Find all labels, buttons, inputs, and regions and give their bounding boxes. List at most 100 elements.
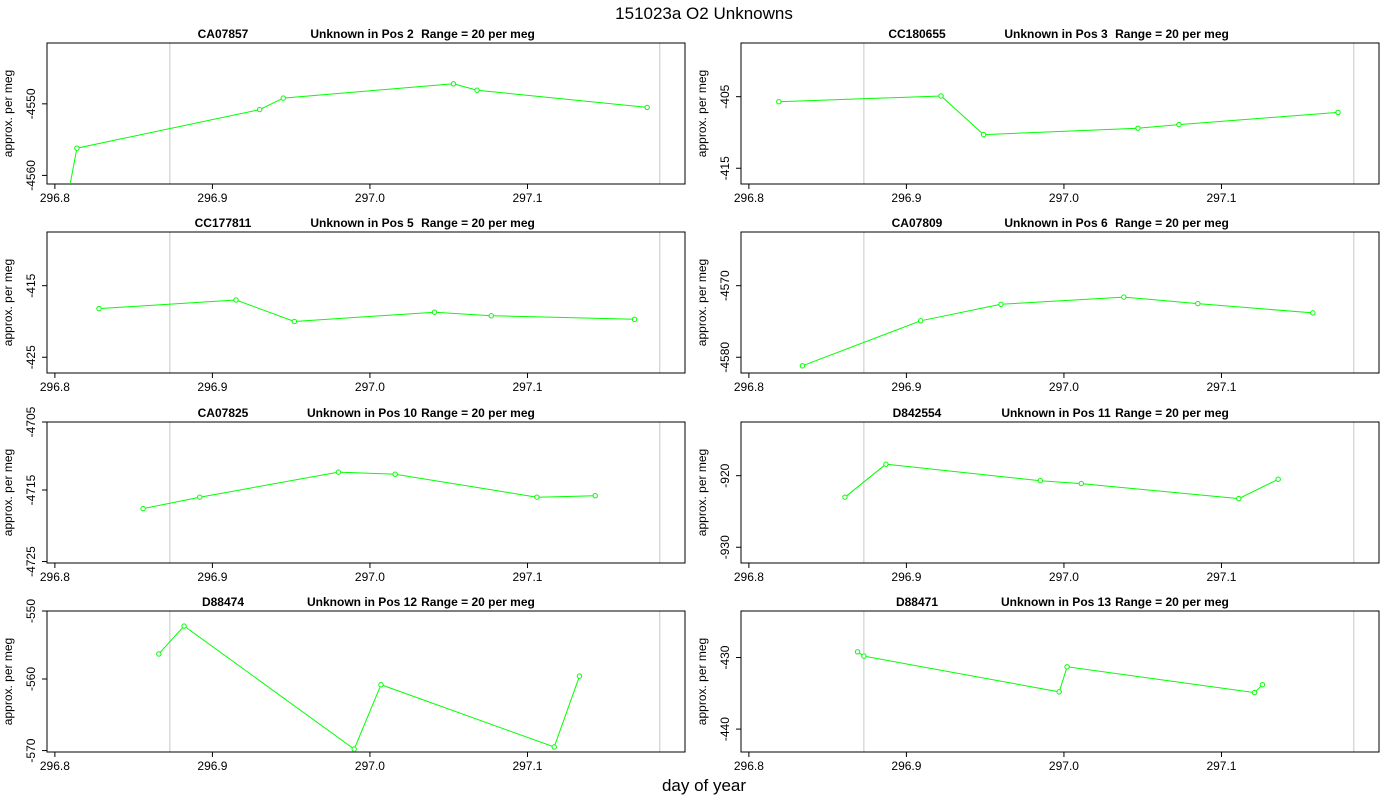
panel-3-point-6 (631, 316, 638, 323)
panel-2-point-5 (1176, 121, 1182, 128)
panel-6-xtick-label-4: 297.1 (1206, 570, 1236, 584)
panel-8-point-6 (1259, 682, 1266, 688)
panel-7-ytick-label-3: -570 (24, 738, 38, 762)
panel-1-point-2 (74, 145, 80, 151)
panel-8: D88471 Unknown in Pos 13 Range = 20 per me… (695, 595, 1380, 773)
panel-7-point-2 (181, 623, 187, 629)
panel-5-xtick-label-2: 296.9 (197, 570, 227, 584)
panel-5: CA07825 Unknown in Pos 10 Range = 20 per m… (1, 406, 686, 584)
panel-6-title-part-1: D842554 (893, 406, 942, 420)
panel-1-xtick-label-1: 296.8 (40, 191, 70, 205)
panel-4-series (799, 294, 1316, 369)
panel-6-point-5 (1236, 495, 1242, 502)
panel-2-series-line (778, 95, 1339, 136)
panel-5-point-2 (197, 494, 203, 500)
panel-1-title-part-3: Range = 20 per meg (421, 27, 535, 41)
panel-7-ytick-label-1: -550 (24, 599, 38, 623)
panel-6-xtick-label-2: 296.9 (891, 570, 921, 584)
panel-4-title-part-3: Range = 20 per meg (1115, 216, 1229, 230)
panel-8-point-5 (1251, 689, 1258, 696)
panel-6-xtick-label-3: 297.0 (1049, 570, 1079, 584)
panel-8-point-1 (854, 649, 861, 655)
panel-7-ytick-label-2: -560 (24, 667, 38, 691)
panel-5-ytick-label-3: -4725 (24, 546, 38, 577)
panel-2-xtick-label-3: 297.0 (1049, 191, 1079, 205)
panel-4-ytick-label-2: -4580 (718, 342, 732, 373)
panels-grid: CA07857 Unknown in Pos 2 Range = 20 per me… (1, 27, 1380, 773)
panel-8-series-line (857, 651, 1263, 694)
panel-2-frame (740, 42, 1380, 185)
panel-1-frame (46, 42, 686, 185)
figure-title: 151023a O2 Unknowns (615, 4, 793, 23)
x-axis-label: day of year (662, 776, 746, 795)
panel-5-xtick-label-3: 297.0 (355, 570, 385, 584)
panel-4-frame (740, 231, 1380, 374)
panel-3-point-4 (431, 309, 438, 315)
panel-3-frame (46, 231, 686, 374)
panel-3-ylabel: approx. per meg (1, 259, 15, 346)
panel-2-xtick-label-2: 296.9 (891, 191, 921, 205)
panel-2-title-part-3: Range = 20 per meg (1115, 27, 1229, 41)
panel-4-point-2 (917, 318, 924, 324)
panel-7-frame (46, 610, 686, 753)
panel-8-point-4 (1064, 664, 1070, 670)
panel-5-point-4 (392, 471, 398, 477)
panel-7-point-5 (551, 744, 557, 750)
panel-1-point-5 (450, 81, 457, 87)
panel-1-ytick-label-1: -4550 (24, 88, 38, 119)
panel-2-xtick-label-1: 296.8 (734, 191, 764, 205)
panel-2-series (776, 93, 1341, 138)
panel-1-xtick-label-3: 297.0 (355, 191, 385, 205)
panel-6-point-1 (842, 494, 848, 500)
panel-4-point-5 (1195, 300, 1201, 307)
panel-1-point-3 (256, 106, 263, 113)
panel-4-ylabel: approx. per meg (695, 259, 709, 346)
panel-6-ytick-label-2: -930 (718, 535, 732, 559)
panel-5-frame (46, 421, 686, 564)
panel-2: CC180655 Unknown in Pos 3 Range = 20 per m… (695, 27, 1380, 205)
panel-6-ytick-label-1: -920 (718, 463, 732, 487)
panel-7-xtick-label-3: 297.0 (355, 759, 385, 773)
panel-5-xtick-label-1: 296.8 (40, 570, 70, 584)
panel-5-title-part-3: Range = 20 per meg (421, 406, 535, 420)
panel-7-title-part-2: Unknown in Pos 12 (307, 595, 417, 609)
panel-8-xtick-label-1: 296.8 (734, 759, 764, 773)
panel-8-title-part-3: Range = 20 per meg (1115, 595, 1229, 609)
panel-3-title-part-1: CC177811 (195, 216, 252, 230)
panel-3-xtick-label-2: 296.9 (197, 380, 227, 394)
panel-7-xtick-label-2: 296.9 (197, 759, 227, 773)
panel-3-point-3 (291, 318, 298, 325)
panel-5-xtick-label-4: 297.1 (512, 570, 542, 584)
panel-1-ylabel: approx. per meg (1, 70, 15, 157)
panel-7-point-4 (378, 682, 384, 688)
panel-3-ytick-label-2: -425 (24, 345, 38, 369)
panel-1-xtick-label-4: 297.1 (512, 191, 542, 205)
panel-3: CC177811 Unknown in Pos 5 Range = 20 per m… (1, 216, 686, 394)
panel-5-ytick-label-2: -4715 (24, 474, 38, 505)
panel-6-series-line (844, 463, 1279, 500)
panel-2-ytick-label-1: -405 (718, 84, 732, 108)
panel-8-ytick-label-2: -440 (718, 717, 732, 741)
panel-2-title-part-1: CC180655 (888, 27, 946, 41)
panel-4-xtick-label-4: 297.1 (1206, 380, 1236, 394)
panel-3-point-5 (488, 313, 494, 319)
panel-7-point-1 (156, 651, 162, 657)
panel-3-xtick-label-1: 296.8 (40, 380, 70, 394)
panel-4-point-3 (998, 301, 1004, 307)
panel-5-title-part-2: Unknown in Pos 10 (307, 406, 417, 420)
panel-8-ytick-label-1: -430 (718, 645, 732, 669)
panel-3-xtick-label-3: 297.0 (355, 380, 385, 394)
panel-8-title-part-1: D88471 (896, 595, 938, 609)
panel-2-point-2 (938, 93, 944, 99)
panel-1-point-6 (474, 87, 480, 93)
panel-8-ylabel: approx. per meg (695, 638, 709, 725)
panel-5-series (140, 469, 598, 512)
panel-5-series-line (143, 471, 596, 510)
panel-2-ytick-label-2: -415 (718, 156, 732, 180)
panel-4-title-part-1: CA07809 (892, 216, 943, 230)
panel-2-title-part-2: Unknown in Pos 3 (1004, 27, 1108, 41)
panel-3-point-2 (233, 297, 239, 303)
panel-6-point-3 (1037, 477, 1044, 484)
panel-7-title-part-1: D88474 (202, 595, 244, 609)
